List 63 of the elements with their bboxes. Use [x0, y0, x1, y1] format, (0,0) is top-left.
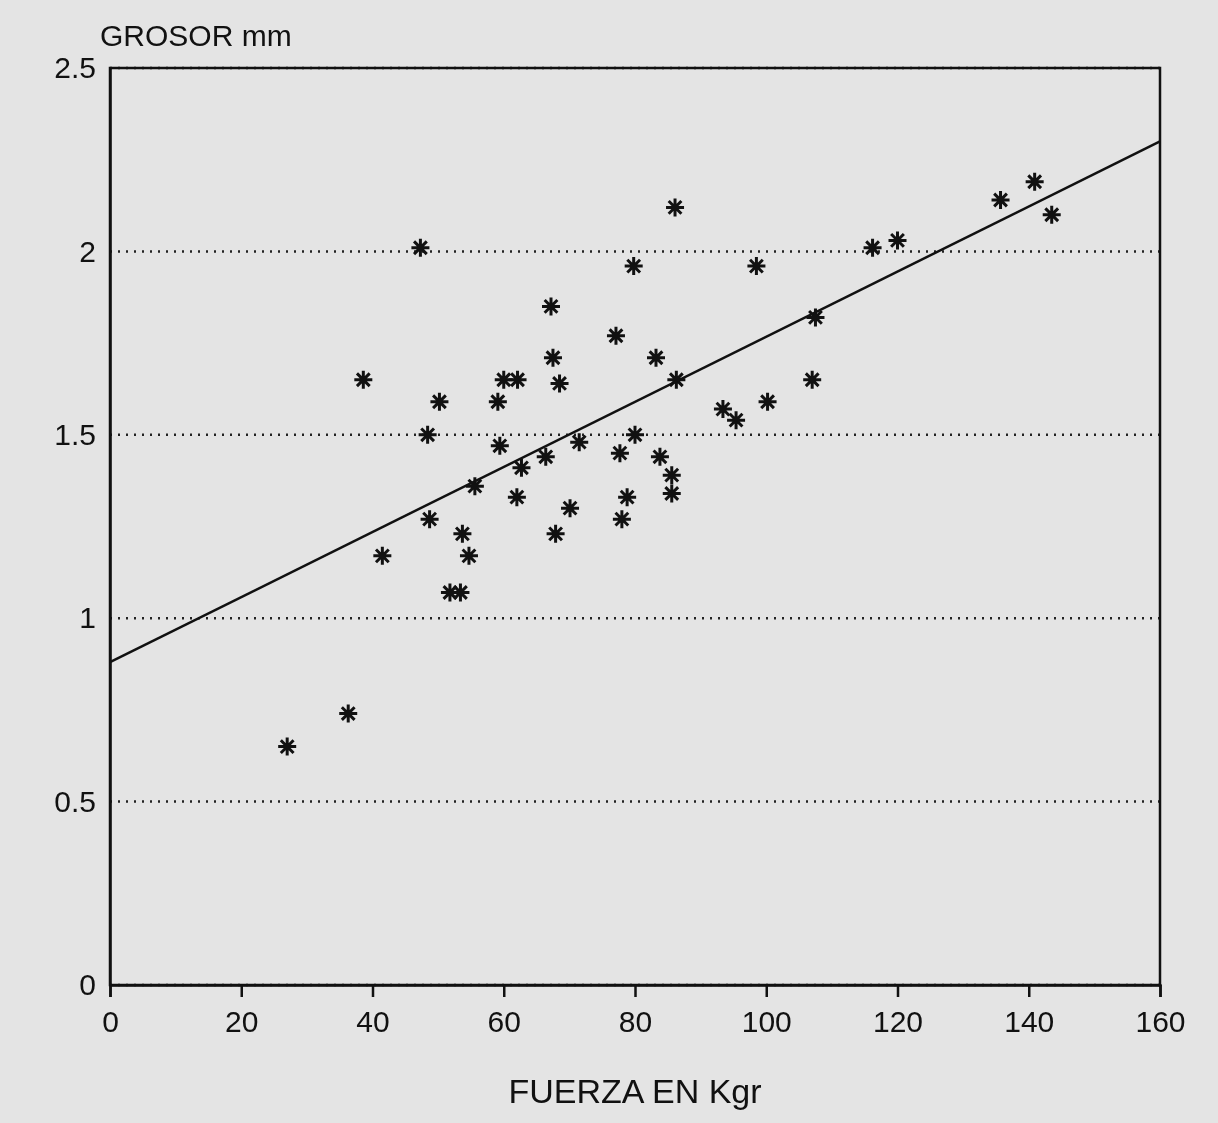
x-axis-title: FUERZA EN Kgr [508, 1072, 762, 1110]
x-tick-label: 80 [618, 1005, 653, 1039]
y-tick-label: 1 [79, 601, 96, 635]
point [1024, 171, 1046, 193]
point [624, 424, 646, 446]
point [609, 442, 631, 464]
point [540, 295, 562, 317]
point [542, 347, 564, 369]
point [549, 372, 571, 394]
point [535, 446, 557, 468]
x-tick-label: 120 [872, 1005, 924, 1039]
point [352, 369, 374, 391]
x-tick-label: 20 [225, 1005, 259, 1039]
x-tick-label: 60 [487, 1005, 521, 1039]
point [623, 255, 645, 277]
y-tick-label: 0 [79, 968, 96, 1002]
point [804, 306, 826, 328]
point [887, 229, 908, 251]
point [409, 237, 431, 259]
point [661, 464, 683, 486]
point [419, 508, 441, 530]
point [862, 237, 884, 259]
point [487, 391, 509, 413]
point [611, 508, 633, 530]
point [568, 431, 590, 453]
point [545, 523, 567, 545]
point [506, 486, 528, 508]
point [337, 703, 359, 725]
point [645, 347, 667, 369]
point [661, 482, 683, 504]
point [649, 446, 671, 468]
point [510, 457, 532, 479]
point [559, 497, 581, 519]
point [507, 369, 529, 391]
point [801, 369, 823, 391]
point [725, 409, 747, 431]
x-tick-label: 160 [1135, 1005, 1186, 1039]
point [616, 486, 638, 508]
point [990, 189, 1012, 211]
x-tick-label: 100 [741, 1005, 792, 1039]
y-tick-label: 2.5 [54, 51, 96, 85]
x-tick-label: 140 [1004, 1005, 1055, 1039]
point [489, 435, 511, 457]
point [428, 391, 450, 413]
y-tick-label: 1.5 [54, 417, 96, 451]
point [1041, 204, 1063, 226]
point [458, 545, 480, 567]
y-axis-title: GROSOR mm [100, 19, 292, 52]
point [464, 475, 486, 497]
point [665, 369, 687, 391]
point [757, 391, 779, 413]
point [664, 196, 686, 218]
point [712, 398, 734, 420]
point [605, 325, 627, 347]
point [451, 523, 473, 545]
point [745, 255, 767, 277]
x-tick-label: 0 [102, 1005, 119, 1039]
y-tick-label: 0.5 [54, 784, 96, 818]
point [417, 424, 439, 446]
point [276, 736, 298, 758]
x-tick-label: 40 [356, 1005, 390, 1039]
y-tick-label: 2 [79, 234, 96, 268]
point [371, 545, 393, 567]
